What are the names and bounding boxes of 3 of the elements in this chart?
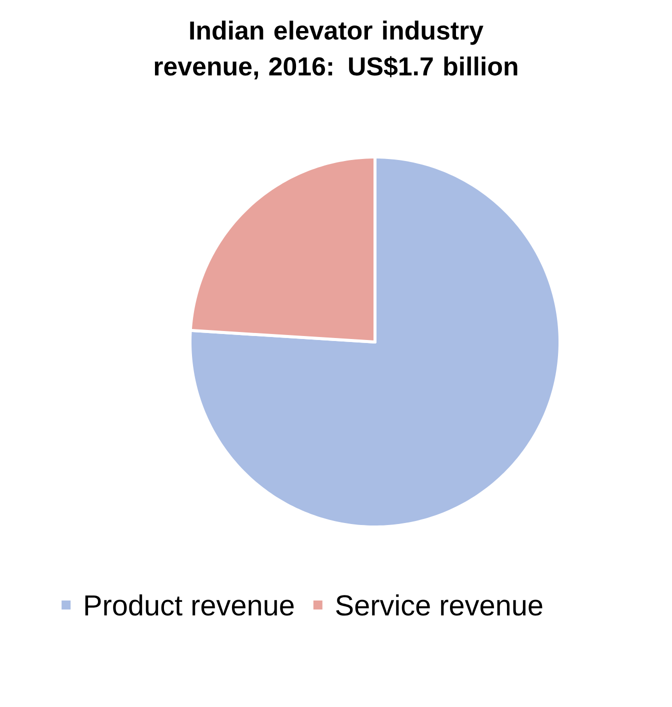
legend-label: Service revenue: [336, 594, 542, 616]
legend-label: Product revenue: [85, 594, 294, 616]
chart-title: Indian elevator industry revenue, 2016: US$1.7 billion: [154, 20, 518, 80]
